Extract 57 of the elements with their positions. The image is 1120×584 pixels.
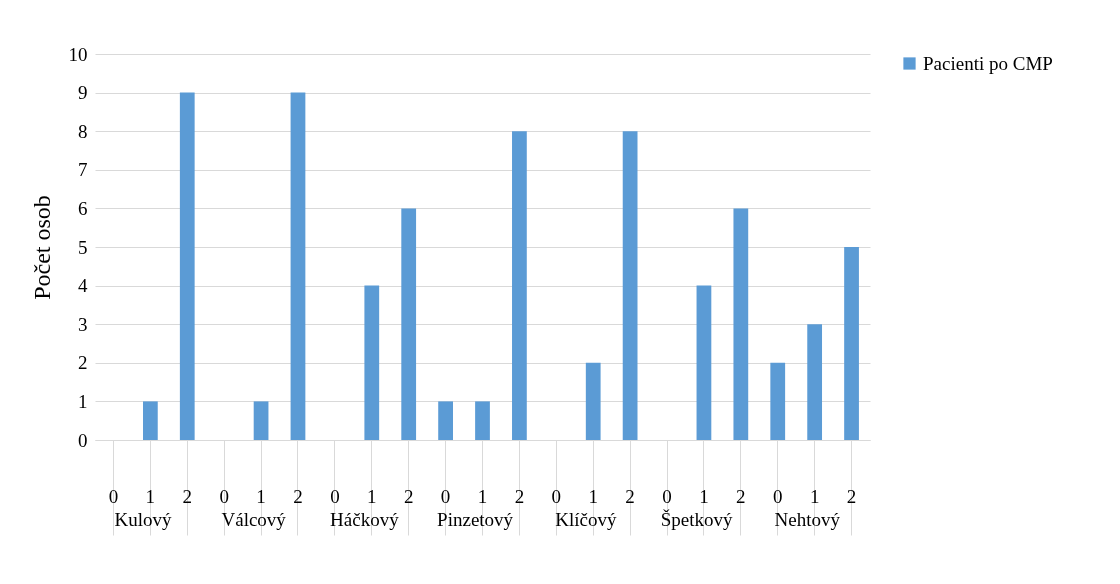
text: Válcový: [221, 509, 287, 530]
x-tick-label: 0: [330, 485, 340, 507]
x-tick-label: 2: [736, 485, 746, 507]
bar: [696, 285, 712, 440]
x-tick-label: 1: [588, 485, 598, 507]
x-tick-label: 2: [514, 485, 525, 507]
bar: [770, 362, 786, 440]
x-tick-label: 0: [219, 485, 229, 507]
text: Háčkový: [330, 509, 400, 530]
y-tick-label: 7: [78, 159, 88, 181]
bar: [622, 131, 638, 440]
bar: [475, 401, 490, 440]
y-tick-label: 5: [78, 236, 88, 258]
y-tick-label: 0: [78, 429, 88, 451]
x-tick-label: 0: [772, 485, 783, 507]
bar: [401, 208, 417, 440]
bar: [142, 401, 158, 440]
y-axis-title: Počet osob: [28, 195, 55, 300]
x-tick-label: 0: [662, 485, 672, 507]
text: Nehtový: [774, 509, 841, 530]
x-tick-label: 1: [367, 485, 377, 507]
bar: [179, 92, 195, 440]
x-tick-label: 0: [108, 485, 119, 507]
y-tick-label: 9: [78, 82, 88, 104]
x-tick-label: 0: [551, 485, 562, 507]
y-tick-label: 10: [68, 43, 88, 65]
bar: [290, 92, 306, 440]
y-tick-label: 6: [78, 197, 88, 219]
x-tick-label: 1: [699, 485, 709, 507]
text: Špetkový: [660, 509, 733, 530]
bar: [807, 324, 823, 440]
x-tick-label: 2: [625, 485, 635, 507]
bar: [585, 362, 601, 440]
y-tick-label: 2: [78, 352, 88, 374]
y-tick-label: 8: [78, 120, 88, 142]
x-tick-label: 0: [440, 485, 451, 507]
text: Klíčový: [555, 509, 617, 530]
x-tick-label: 1: [145, 485, 156, 507]
bar: [364, 285, 380, 440]
bar: [844, 247, 859, 440]
x-tick-label: 2: [846, 485, 857, 507]
x-tick-label: 2: [182, 485, 193, 507]
y-tick-label: 3: [78, 313, 88, 335]
text: Kulový: [114, 509, 172, 530]
legend-label: Pacienti po CMP: [923, 52, 1053, 74]
bar: [438, 401, 453, 440]
bar: [253, 401, 269, 440]
y-tick-label: 1: [78, 390, 88, 412]
x-tick-label: 1: [809, 485, 820, 507]
bar: [733, 208, 749, 440]
x-tick-label: 2: [403, 485, 414, 507]
x-tick-label: 1: [256, 485, 266, 507]
x-tick-label: 1: [477, 485, 488, 507]
y-tick-label: 4: [78, 275, 88, 297]
x-tick-label: 2: [293, 485, 303, 507]
bar: [512, 131, 527, 440]
text: Pinzetový: [437, 509, 514, 530]
